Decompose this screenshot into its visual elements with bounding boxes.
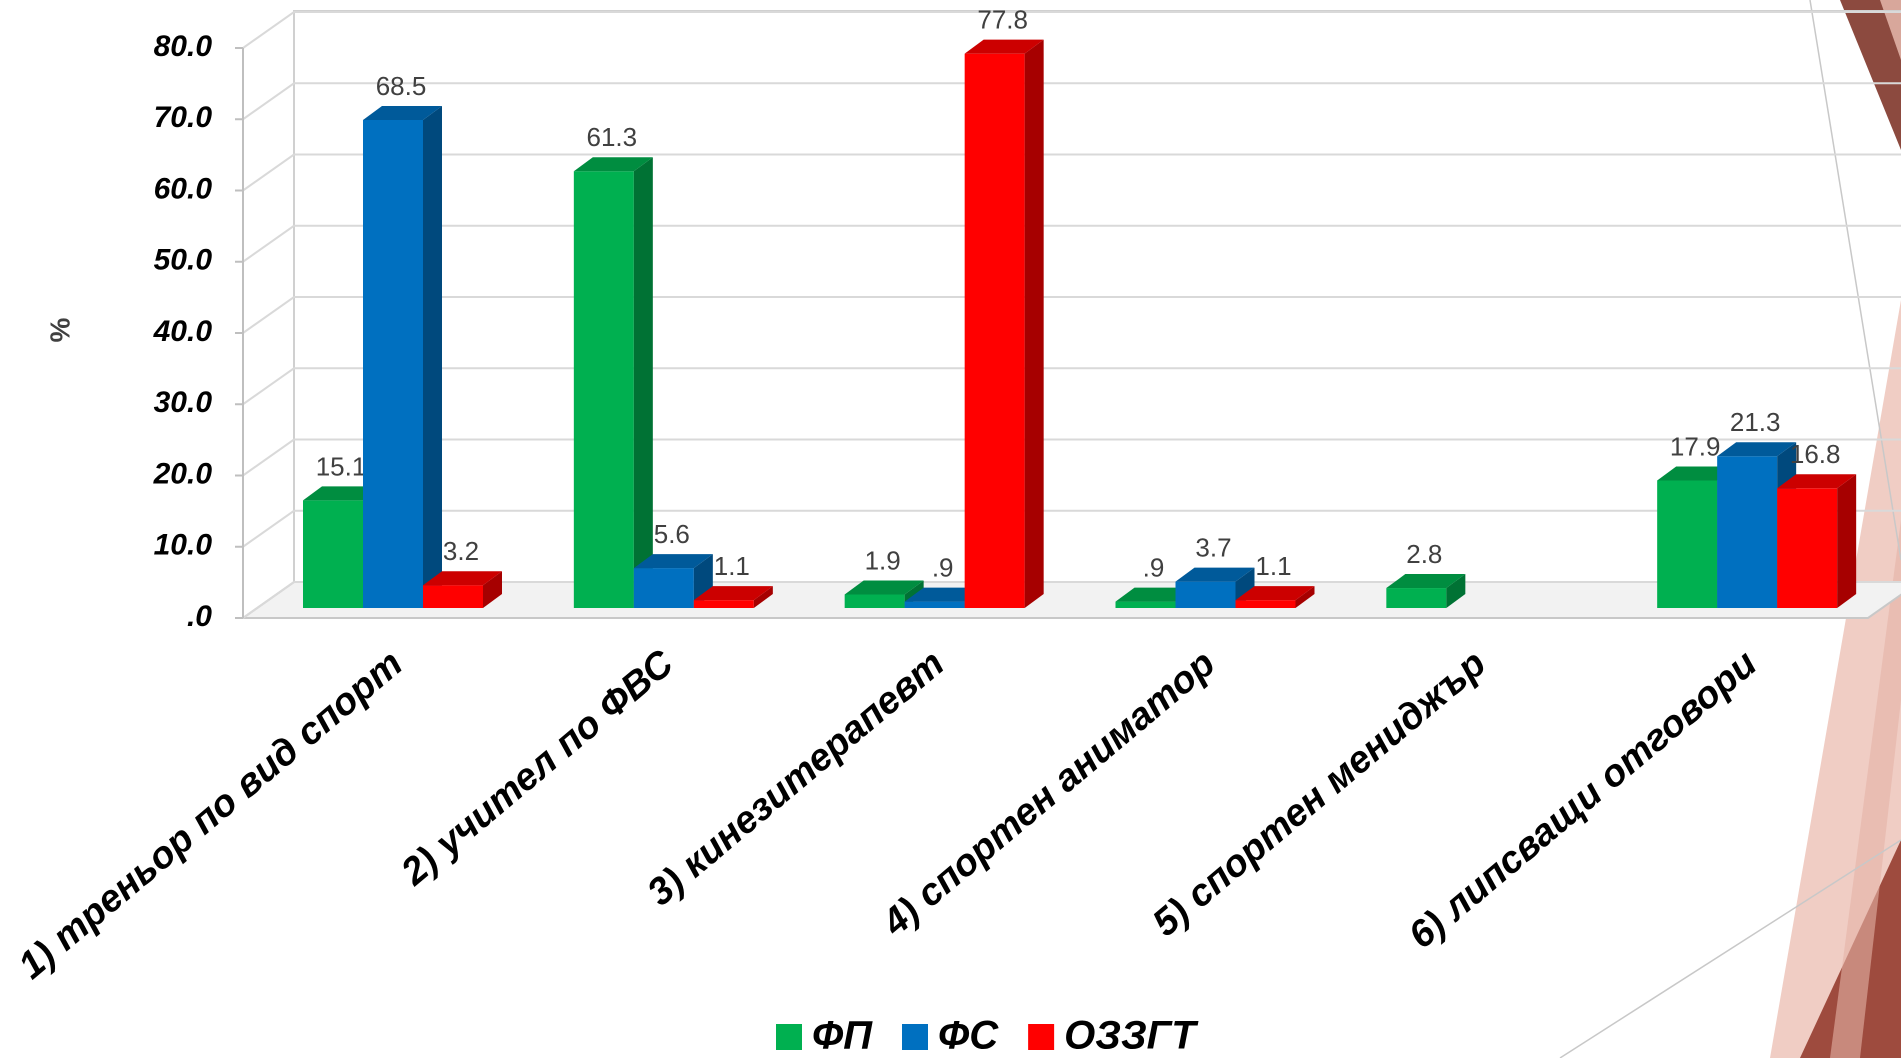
x-tick-label: 3) кинезитерапевт — [640, 642, 953, 914]
value-label: 2.8 — [1406, 539, 1442, 569]
bar-top — [1386, 574, 1466, 589]
value-label: .9 — [932, 552, 954, 582]
value-label: 77.8 — [977, 5, 1028, 35]
bar — [693, 586, 773, 608]
y-tick-label: 10.0 — [154, 529, 213, 562]
bar-top — [1717, 442, 1797, 457]
bar-front — [904, 601, 965, 608]
bar-side — [1446, 574, 1466, 608]
grid-line — [242, 509, 1901, 548]
value-label: .9 — [1143, 552, 1165, 582]
value-label: 15.1 — [316, 451, 367, 481]
bar — [844, 580, 924, 608]
legend-swatch — [776, 1024, 802, 1050]
value-label: 1.9 — [865, 545, 901, 575]
bar-front — [693, 600, 754, 608]
bar-top — [844, 580, 924, 595]
legend-label: ОЗЗГТ — [1064, 1014, 1199, 1058]
legend-label: ФС — [938, 1014, 999, 1058]
bar-front — [1717, 456, 1778, 608]
bar-side — [753, 586, 773, 608]
bar — [1175, 567, 1255, 608]
value-label: 5.6 — [654, 519, 690, 549]
y-tick-label: 20.0 — [153, 457, 213, 490]
bar-front — [573, 171, 634, 609]
bar-top — [423, 571, 502, 586]
bar-front — [1657, 480, 1718, 608]
grid-line — [242, 581, 1901, 619]
bar-side — [633, 157, 653, 609]
y-tick-label: 30.0 — [154, 386, 213, 419]
bar-top — [693, 586, 773, 601]
decoration — [1559, 0, 1901, 1058]
bar-side — [423, 105, 442, 608]
value-label: 17.9 — [1670, 431, 1721, 461]
grid-line — [242, 82, 1901, 121]
bar-front — [1777, 488, 1838, 608]
bar-top — [363, 105, 442, 120]
value-label: 1.1 — [1255, 551, 1291, 581]
value-label: 3.2 — [443, 536, 479, 566]
value-label: 68.5 — [376, 71, 427, 101]
bar — [573, 157, 653, 609]
bar-front — [363, 119, 423, 608]
bar-top — [904, 587, 984, 602]
bar-front — [844, 594, 905, 608]
legend-label: ФП — [812, 1014, 873, 1058]
bar-top — [1657, 466, 1737, 481]
legend-swatch — [1028, 1024, 1055, 1050]
x-tick-label: 1) треньор по вид спорт — [11, 642, 411, 987]
bar-top — [1115, 587, 1195, 602]
value-label: 1.1 — [714, 551, 750, 581]
bar-front — [1235, 600, 1296, 608]
grid-line — [242, 367, 1901, 406]
grid-line — [242, 11, 1901, 49]
bar — [1386, 574, 1466, 608]
bar-top — [964, 39, 1044, 54]
grid-line — [242, 153, 1901, 192]
bar-front — [1386, 588, 1447, 608]
y-tick-label: 50.0 — [154, 244, 213, 277]
plot-area: .0 10.0 20.0 30.0 40.0 50.0 60.0 70.0 80.0 1) тре… — [11, 5, 1901, 987]
bar-front — [1115, 601, 1176, 608]
bar — [423, 571, 502, 608]
bar-side — [1024, 39, 1044, 609]
value-label: 21.3 — [1730, 407, 1781, 437]
y-tick-label: 40.0 — [153, 315, 213, 348]
bar — [964, 39, 1044, 609]
value-label: 3.7 — [1195, 533, 1231, 563]
value-label: 61.3 — [587, 122, 638, 152]
y-tick-label: 60.0 — [154, 172, 213, 205]
bar-top — [1777, 474, 1857, 489]
bar-front — [303, 500, 363, 608]
bar-front — [633, 568, 694, 608]
bar-front — [964, 53, 1025, 609]
value-label: 16.8 — [1790, 439, 1841, 469]
bar-side — [1295, 586, 1315, 608]
bar-top — [633, 554, 713, 569]
y-tick-label: .0 — [187, 600, 212, 633]
y-axis-title: % — [44, 317, 75, 342]
legend-swatch — [902, 1024, 928, 1050]
bar-top — [1175, 567, 1255, 582]
y-tick-label: 80.0 — [154, 30, 213, 63]
legend: ФП ФС ОЗЗГТ — [776, 1014, 1199, 1058]
bar-front — [423, 585, 483, 608]
grid-line — [242, 438, 1901, 477]
bar-top — [573, 157, 653, 172]
bar-side — [483, 571, 502, 608]
grid-line — [242, 224, 1901, 263]
bar-top — [1235, 586, 1315, 601]
bar-top — [303, 486, 382, 501]
bar — [1235, 586, 1315, 608]
bar — [363, 105, 442, 608]
x-tick-label: 2) учител по ФВС — [393, 642, 682, 894]
bar-front — [1175, 581, 1236, 608]
bar — [1777, 474, 1857, 608]
y-tick-label: 70.0 — [154, 101, 213, 134]
bar-side — [1837, 474, 1857, 608]
grid-line — [242, 296, 1901, 334]
